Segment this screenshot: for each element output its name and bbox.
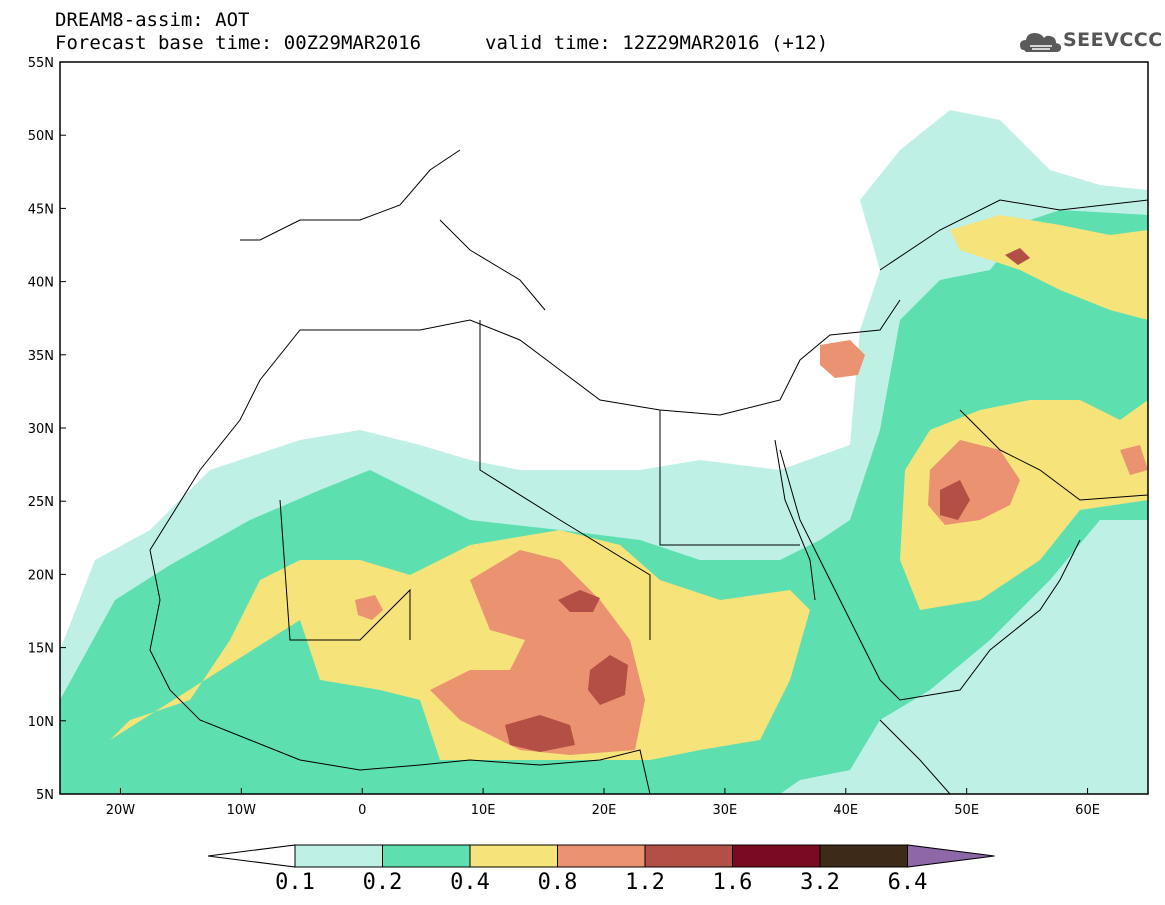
colorbar (207, 844, 995, 868)
colorbar-swatch (294, 844, 383, 868)
colorbar-level-label: 1.6 (712, 870, 753, 895)
valid-time: valid time: 12Z29MAR2016 (+12) (485, 32, 829, 54)
longitude-axis: 20W 10W 0 10E 20E 30E 40E 50E 60E (106, 788, 1100, 818)
colorbar-level-label: 3.2 (800, 870, 840, 895)
colorbar-level-label: 0.1 (275, 870, 315, 895)
lon-label: 20W (106, 803, 136, 818)
colorbar-high-arrow (907, 844, 995, 868)
lat-label: 35N (28, 349, 54, 364)
colorbar-swatch (469, 844, 558, 868)
lat-label: 10N (28, 715, 54, 730)
lon-label: 40E (833, 803, 858, 818)
colorbar-level-label: 0.2 (362, 870, 403, 895)
lat-label: 45N (28, 202, 54, 217)
colorbar-level-label: 0.8 (537, 870, 578, 895)
colorbar-swatch (819, 844, 908, 868)
lon-label: 30E (713, 803, 738, 818)
colorbar-swatch (382, 844, 471, 868)
colorbar-swatch (732, 844, 821, 868)
logo-text: SEEVCCC (1063, 29, 1163, 51)
lon-label: 60E (1075, 803, 1100, 818)
lat-label: 15N (28, 642, 54, 657)
cloud-logo-icon (1020, 33, 1062, 52)
colorbar-swatch (644, 844, 733, 868)
colorbar-swatch (557, 844, 646, 868)
lat-label: 30N (28, 422, 54, 437)
lon-label: 10W (227, 803, 257, 818)
lat-label: 20N (28, 568, 54, 583)
colorbar-level-label: 0.4 (450, 870, 490, 895)
coastlines (149, 149, 1148, 794)
lat-label: 5N (36, 788, 54, 803)
latitude-axis: 55N 50N 45N 40N 35N 30N 25N 20N 15N 10N 5N (28, 56, 66, 803)
lon-label: 0 (358, 803, 366, 818)
colorbar-level-label: 1.2 (625, 870, 665, 895)
aot-field (60, 62, 1148, 794)
colorbar-low-arrow (207, 844, 296, 868)
colorbar-level-label: 6.4 (887, 870, 928, 895)
lon-label: 20E (592, 803, 617, 818)
lat-label: 55N (28, 56, 54, 71)
map-title: DREAM8-assim: AOT (55, 9, 250, 31)
lat-label: 25N (28, 495, 54, 510)
lat-label: 40N (28, 276, 54, 291)
lon-label: 10E (471, 803, 496, 818)
forecast-base-time: Forecast base time: 00Z29MAR2016 (55, 32, 422, 54)
lat-label: 50N (28, 129, 54, 144)
lon-label: 50E (954, 803, 979, 818)
